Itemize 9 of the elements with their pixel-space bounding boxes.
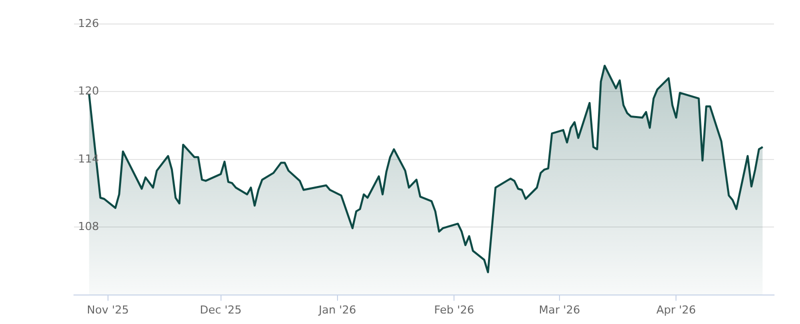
x-tick-label: Mar '26 bbox=[538, 303, 580, 316]
y-tick-label: 108 bbox=[78, 220, 99, 233]
x-tick-label: Jan '26 bbox=[318, 303, 356, 316]
x-tick-label: Nov '25 bbox=[86, 303, 129, 316]
x-tick-label: Apr '26 bbox=[656, 303, 696, 316]
y-tick-label: 126 bbox=[78, 16, 99, 30]
y-tick-label: 120 bbox=[78, 84, 99, 98]
x-tick-label: Feb '26 bbox=[434, 303, 474, 316]
x-tick-label: Dec '25 bbox=[200, 303, 242, 316]
